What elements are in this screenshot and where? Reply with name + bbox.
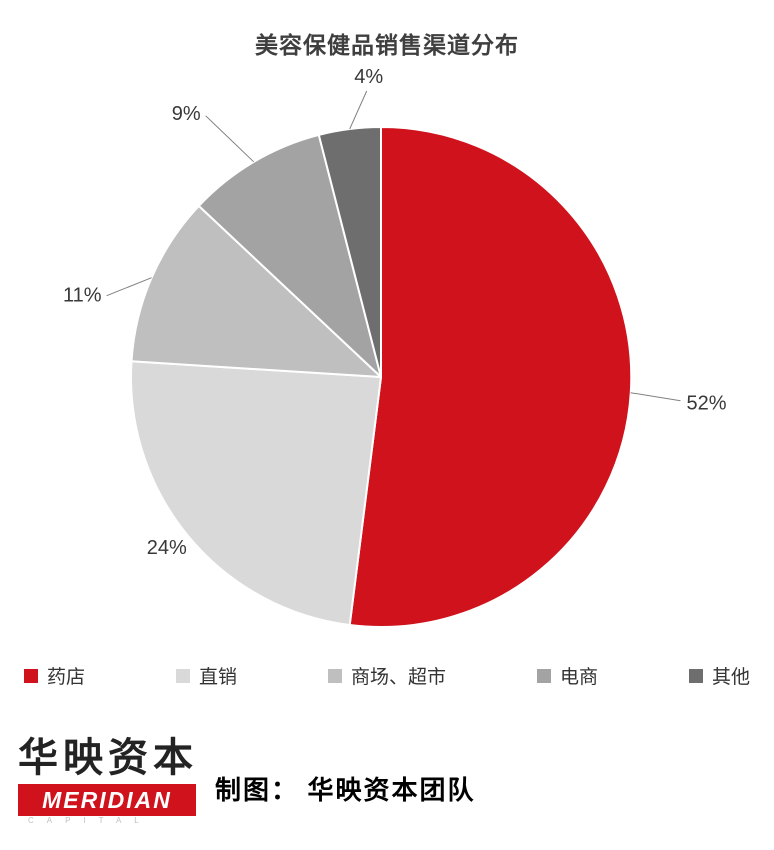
leader-line-2 (106, 277, 152, 297)
legend-item-2: 商场、超市 (327, 662, 446, 689)
pct-label-1: 24% (147, 537, 187, 559)
leader-line-4 (349, 90, 368, 130)
leader-line-0 (630, 392, 681, 402)
chart-title: 美容保健品销售渠道分布 (255, 32, 519, 58)
legend-label-2: 商场、超市 (350, 667, 446, 688)
legend-swatch-2 (327, 668, 342, 683)
logo-subtext: CAPITAL (28, 816, 152, 825)
legend-item-3: 电商 (536, 662, 598, 689)
leader-line-3 (205, 115, 255, 163)
pct-label-0: 52% (687, 393, 727, 415)
pie-slice-0 (348, 126, 633, 628)
legend-swatch-0 (24, 668, 38, 683)
logo-chinese-text: 华映资本 (18, 736, 198, 780)
legend-swatch-4 (688, 668, 703, 683)
logo-wordmark-box: MERIDIAN (18, 784, 196, 816)
footer: 华映资本 MERIDIAN CAPITAL 制图： 华映资本团队 (18, 738, 758, 838)
pie-slice-1 (130, 360, 382, 626)
pct-label-3: 9% (172, 103, 201, 125)
pct-label-4: 4% (354, 66, 383, 88)
legend-label-0: 药店 (47, 667, 86, 688)
legend-label-3: 电商 (559, 667, 598, 688)
legend-item-0: 药店 (24, 662, 85, 689)
legend-item-1: 直销 (175, 662, 237, 689)
meridian-logo: 华映资本 MERIDIAN CAPITAL (18, 738, 208, 825)
legend-swatch-1 (175, 668, 190, 683)
credit-text: 制图： 华映资本团队 (215, 776, 476, 805)
legend-label-1: 直销 (198, 667, 237, 688)
pct-label-2: 11% (63, 285, 102, 307)
legend: 药店 直销 商场、超市 电商 其他 (24, 662, 750, 689)
legend-swatch-3 (536, 668, 551, 683)
legend-item-4: 其他 (688, 662, 750, 689)
pie-slice-4 (317, 126, 382, 378)
legend-label-4: 其他 (711, 667, 750, 688)
pie-slice-3 (197, 133, 382, 378)
logo-wordmark-text: MERIDIAN (42, 786, 172, 813)
